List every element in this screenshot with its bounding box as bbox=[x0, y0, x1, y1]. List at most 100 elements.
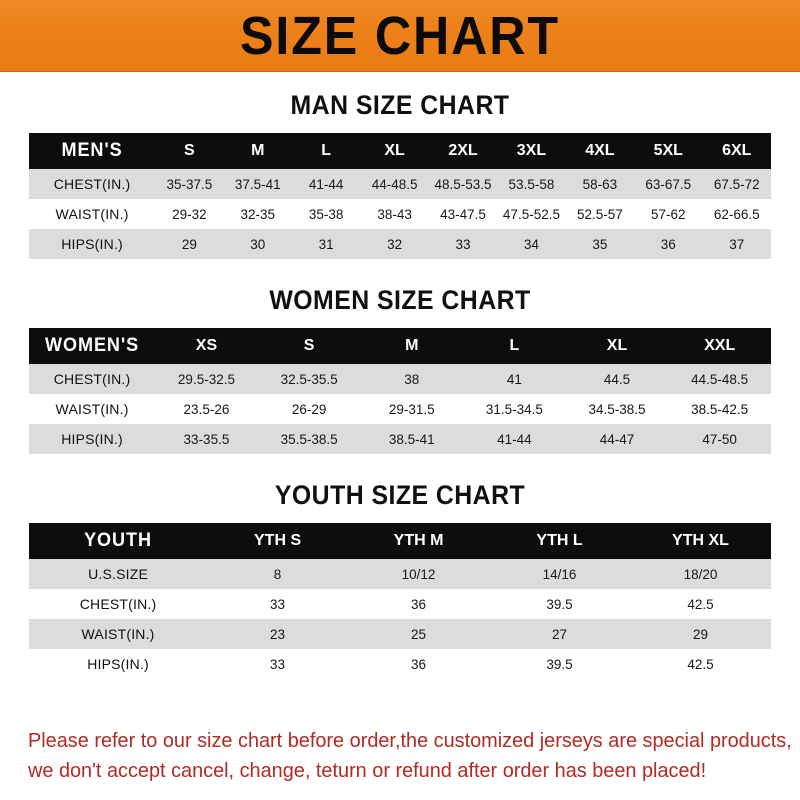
measurement-cell: 10/12 bbox=[401, 566, 436, 582]
man-size-table: MEN'S S M L XL 2XL 3XL 4XL 5XL 6XL CHEST(IN.) 35-37… bbox=[29, 133, 771, 259]
measurement-cell: 14/16 bbox=[542, 566, 577, 582]
measurement-cell: 33 bbox=[270, 596, 286, 612]
column-header-s: S bbox=[184, 142, 195, 159]
measurement-cell: 63-67.5 bbox=[645, 176, 692, 192]
table-row: CHEST(IN.) 29.5-32.5 32.5-35.5 38 41 44.5 44.5… bbox=[29, 364, 771, 394]
man-size-table-wrap: MEN'S S M L XL 2XL 3XL 4XL 5XL 6XL CHEST(IN.) 35-37… bbox=[29, 133, 771, 259]
row-label: CHEST(IN.) bbox=[53, 371, 131, 387]
measurement-cell: 29-31.5 bbox=[388, 401, 435, 417]
measurement-cell: 30 bbox=[250, 236, 266, 252]
table-row: U.S.SIZE 8 10/12 14/16 18/20 bbox=[29, 559, 771, 589]
table-header-row: WOMEN'S XS S M L XL XXL bbox=[29, 328, 771, 364]
measurement-cell: 42.5 bbox=[687, 596, 714, 612]
column-header-yth-s: YTH S bbox=[254, 532, 302, 549]
measurement-cell: 39.5 bbox=[546, 656, 573, 672]
measurement-cell: 62-66.5 bbox=[713, 206, 760, 222]
measurement-cell: 38.5-42.5 bbox=[691, 401, 749, 417]
women-size-table-wrap: WOMEN'S XS S M L XL XXL CHEST(IN.) 29.5-32.5 32.5… bbox=[29, 328, 771, 454]
column-header-yth-m: YTH M bbox=[393, 532, 444, 549]
measurement-cell: 44-48.5 bbox=[371, 176, 418, 192]
measurement-cell: 47.5-52.5 bbox=[502, 206, 560, 222]
measurement-cell: 48.5-53.5 bbox=[434, 176, 492, 192]
measurement-cell: 57-62 bbox=[651, 206, 686, 222]
youth-size-table-wrap: YOUTH YTH S YTH M YTH L YTH XL U.S.SIZE 8 10/12… bbox=[29, 523, 771, 679]
section-title-youth: YOUTH SIZE CHART bbox=[274, 480, 526, 510]
column-header-l: L bbox=[509, 337, 520, 354]
measurement-cell: 42.5 bbox=[687, 656, 714, 672]
measurement-cell: 27 bbox=[551, 626, 568, 642]
measurement-cell: 31 bbox=[318, 236, 334, 252]
measurement-cell: 41-44 bbox=[497, 431, 532, 447]
column-header-xl: XL bbox=[384, 142, 405, 159]
row-label: WAIST(IN.) bbox=[55, 206, 129, 222]
column-header-2xl: 2XL bbox=[448, 142, 478, 159]
column-header-4xl: 4XL bbox=[585, 142, 615, 159]
table-row: HIPS(IN.) 29 30 31 32 33 34 35 36 37 bbox=[29, 229, 771, 259]
measurement-cell: 23 bbox=[270, 626, 286, 642]
table-row: WAIST(IN.) 23 25 27 29 bbox=[29, 619, 771, 649]
measurement-cell: 25 bbox=[411, 626, 427, 642]
measurement-cell: 39.5 bbox=[546, 596, 573, 612]
measurement-cell: 29 bbox=[181, 236, 197, 252]
measurement-cell: 41-44 bbox=[308, 176, 344, 192]
measurement-cell: 37.5-41 bbox=[234, 176, 281, 192]
measurement-cell: 44.5-48.5 bbox=[691, 371, 749, 387]
measurement-cell: 38.5-41 bbox=[388, 431, 435, 447]
column-header-yth-l: YTH L bbox=[536, 532, 583, 549]
women-size-table: WOMEN'S XS S M L XL XXL CHEST(IN.) 29.5-32.5 32.5… bbox=[29, 328, 771, 454]
column-header-m: M bbox=[251, 142, 265, 159]
measurement-cell: 29-32 bbox=[172, 206, 207, 222]
row-label: CHEST(IN.) bbox=[53, 176, 131, 192]
row-label-header: WOMEN'S bbox=[44, 335, 140, 356]
section-title-man: MAN SIZE CHART bbox=[290, 90, 510, 120]
table-header-row: YOUTH YTH S YTH M YTH L YTH XL bbox=[29, 523, 771, 559]
column-header-xs: XS bbox=[195, 337, 218, 354]
measurement-cell: 44-47 bbox=[599, 431, 635, 447]
measurement-cell: 32.5-35.5 bbox=[280, 371, 338, 387]
measurement-cell: 32 bbox=[387, 236, 403, 252]
measurement-cell: 37 bbox=[729, 236, 745, 252]
measurement-cell: 47-50 bbox=[702, 431, 737, 447]
table-row: CHEST(IN.) 33 36 39.5 42.5 bbox=[29, 589, 771, 619]
measurement-cell: 35-38 bbox=[308, 206, 344, 222]
column-header-3xl: 3XL bbox=[516, 142, 547, 159]
row-label: U.S.SIZE bbox=[88, 566, 149, 582]
row-label-header: YOUTH bbox=[84, 530, 152, 551]
measurement-cell: 8 bbox=[273, 566, 282, 582]
measurement-cell: 44.5 bbox=[603, 371, 631, 387]
measurement-cell: 29 bbox=[692, 626, 708, 642]
measurement-cell: 53.5-58 bbox=[508, 176, 555, 192]
measurement-cell: 52.5-57 bbox=[576, 206, 623, 222]
measurement-cell: 23.5-26 bbox=[183, 401, 230, 417]
column-header-xl: XL bbox=[606, 337, 628, 354]
measurement-cell: 35 bbox=[592, 236, 608, 252]
column-header-s: S bbox=[303, 337, 315, 354]
row-label: WAIST(IN.) bbox=[81, 626, 155, 642]
row-label: HIPS(IN.) bbox=[87, 656, 149, 672]
table-row: HIPS(IN.) 33 36 39.5 42.5 bbox=[29, 649, 771, 679]
measurement-cell: 43-47.5 bbox=[440, 206, 486, 222]
measurement-cell: 36 bbox=[411, 596, 427, 612]
measurement-cell: 31.5-34.5 bbox=[485, 401, 543, 417]
page-title: SIZE CHART bbox=[240, 5, 560, 66]
measurement-cell: 33-35.5 bbox=[183, 431, 230, 447]
measurement-cell: 29.5-32.5 bbox=[177, 371, 235, 387]
column-header-m: M bbox=[405, 337, 419, 354]
row-label: HIPS(IN.) bbox=[61, 431, 123, 447]
measurement-cell: 35-37.5 bbox=[166, 176, 213, 192]
order-policy-note: Please refer to our size chart before or… bbox=[28, 726, 792, 786]
measurement-cell: 26-29 bbox=[291, 401, 327, 417]
column-header-5xl: 5XL bbox=[653, 142, 683, 159]
youth-size-table: YOUTH YTH S YTH M YTH L YTH XL U.S.SIZE 8 10/12… bbox=[29, 523, 771, 679]
table-row: WAIST(IN.) 29-32 32-35 35-38 38-43 43-47.5 47.… bbox=[29, 199, 771, 229]
row-label: CHEST(IN.) bbox=[79, 596, 157, 612]
row-label: WAIST(IN.) bbox=[55, 401, 129, 417]
column-header-l: L bbox=[321, 142, 332, 159]
measurement-cell: 33 bbox=[455, 236, 471, 252]
measurement-cell: 36 bbox=[660, 236, 676, 252]
measurement-cell: 34.5-38.5 bbox=[588, 401, 646, 417]
table-row: WAIST(IN.) 23.5-26 26-29 29-31.5 31.5-34.5 34… bbox=[29, 394, 771, 424]
column-header-yth-xl: YTH XL bbox=[672, 532, 729, 549]
measurement-cell: 35.5-38.5 bbox=[280, 431, 338, 447]
measurement-cell: 38 bbox=[404, 371, 420, 387]
